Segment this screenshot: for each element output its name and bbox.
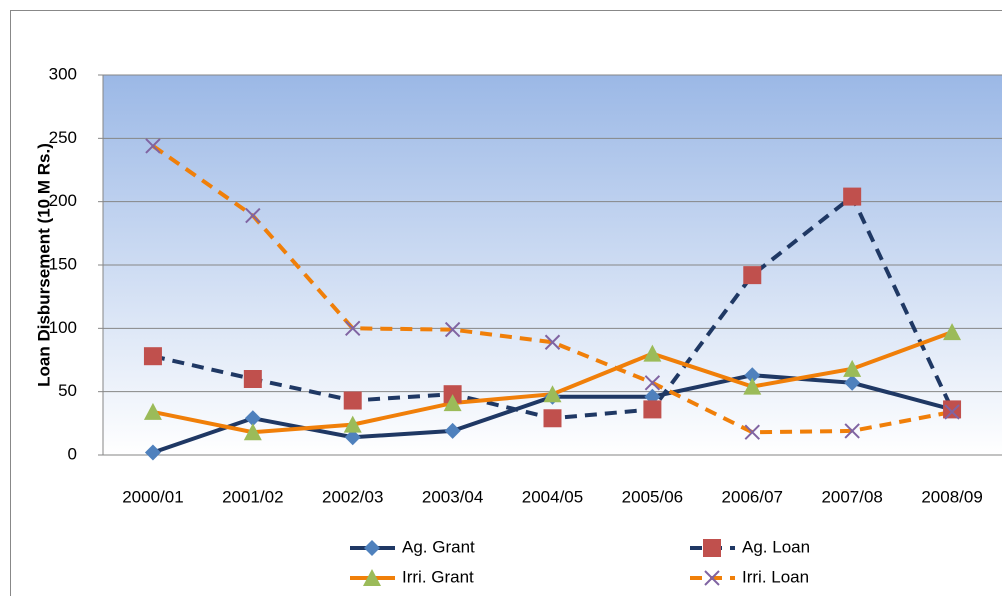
data-point [443,394,462,412]
data-point [944,404,960,420]
legend-marker [703,539,721,557]
y-tick-label: 150 [49,254,77,273]
data-point [543,385,562,403]
data-point [143,347,162,366]
data-point [144,444,161,461]
series-line [151,144,953,435]
y-tick-label: 300 [49,64,77,83]
x-tick-label: 2007/08 [821,487,882,506]
legend-label: Ag. Loan [742,537,810,556]
legend-marker [364,540,380,556]
y-tick-label: 200 [49,191,77,210]
legend-label: Ag. Grant [402,537,475,556]
data-point [345,320,361,337]
data-point [644,375,661,391]
y-axis-label: Loan Disbursement (10 M Rs.) [34,143,53,387]
data-point [744,367,761,384]
data-point [544,334,561,350]
data-point [143,402,162,420]
legend-label: Irri. Grant [402,567,474,586]
x-tick-label: 2008/09 [921,487,982,506]
data-point [743,377,762,395]
data-point [145,138,161,154]
data-point [543,409,562,428]
data-point [343,391,362,410]
data-point [444,422,461,439]
data-point [844,423,860,439]
data-point [943,323,962,341]
data-point [245,207,261,224]
y-tick-label: 50 [58,381,77,400]
data-point [243,423,262,441]
legend-label: Irri. Loan [742,567,809,586]
y-tick-label: 250 [49,128,77,147]
y-tick-label: 0 [68,444,77,463]
data-point [843,187,862,206]
legend-marker [363,569,381,586]
x-tick-label: 2005/06 [622,487,683,506]
x-tick-label: 2002/03 [322,487,383,506]
data-point [244,410,261,427]
data-point [344,429,361,446]
data-point [943,400,962,419]
data-point [844,374,861,391]
y-tick-label: 100 [49,318,77,337]
x-tick-label: 2000/01 [122,487,183,506]
x-tick-label: 2006/07 [722,487,783,506]
data-point [843,359,862,377]
data-point [643,400,662,419]
x-tick-label: 2004/05 [522,487,583,506]
x-tick-label: 2001/02 [222,487,283,506]
data-point [444,321,461,338]
data-point [743,266,762,285]
legend-marker [704,570,720,586]
data-point [744,424,760,440]
data-point [643,344,662,362]
data-point [243,370,262,388]
x-tick-label: 2003/04 [422,487,483,506]
data-point [343,415,362,433]
